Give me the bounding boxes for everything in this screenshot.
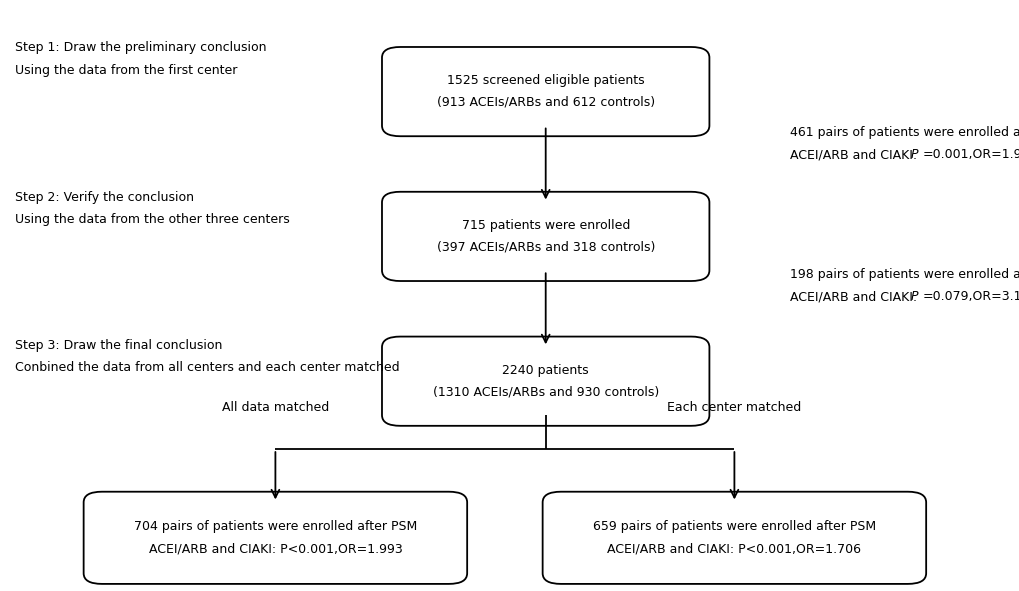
Text: 198 pairs of patients were enrolled after PSM: 198 pairs of patients were enrolled afte… <box>790 268 1019 281</box>
Text: Step 2: Verify the conclusion: Step 2: Verify the conclusion <box>15 191 194 204</box>
Text: 704 pairs of patients were enrolled after PSM: 704 pairs of patients were enrolled afte… <box>133 520 417 533</box>
Text: 461 pairs of patients were enrolled after PSM: 461 pairs of patients were enrolled afte… <box>790 126 1019 139</box>
Text: ACEI/ARB and CIAKI:: ACEI/ARB and CIAKI: <box>790 148 921 161</box>
Text: 659 pairs of patients were enrolled after PSM: 659 pairs of patients were enrolled afte… <box>592 520 875 533</box>
FancyBboxPatch shape <box>382 337 709 426</box>
Text: All data matched: All data matched <box>221 401 329 414</box>
Text: 1525 screened eligible patients: 1525 screened eligible patients <box>446 74 644 87</box>
Text: Using the data from the other three centers: Using the data from the other three cent… <box>15 213 289 226</box>
FancyBboxPatch shape <box>382 47 709 137</box>
Text: Step 1: Draw the preliminary conclusion: Step 1: Draw the preliminary conclusion <box>15 41 267 54</box>
FancyBboxPatch shape <box>382 191 709 281</box>
Text: =0.001,OR=1.900: =0.001,OR=1.900 <box>922 148 1019 161</box>
Text: (913 ACEIs/ARBs and 612 controls): (913 ACEIs/ARBs and 612 controls) <box>436 96 654 109</box>
Text: P: P <box>910 290 917 303</box>
Text: ACEI/ARB and CIAKI: P<0.001,OR=1.993: ACEI/ARB and CIAKI: P<0.001,OR=1.993 <box>149 543 401 556</box>
Text: ACEI/ARB and CIAKI: P<0.001,OR=1.706: ACEI/ARB and CIAKI: P<0.001,OR=1.706 <box>606 543 861 556</box>
Text: P: P <box>910 148 917 161</box>
Text: ACEI/ARB and CIAKI:: ACEI/ARB and CIAKI: <box>790 290 921 303</box>
Text: Conbined the data from all centers and each center matched: Conbined the data from all centers and e… <box>15 361 399 374</box>
Text: Step 3: Draw the final conclusion: Step 3: Draw the final conclusion <box>15 339 222 352</box>
Text: 715 patients were enrolled: 715 patients were enrolled <box>461 219 630 232</box>
Text: Each center matched: Each center matched <box>666 401 801 414</box>
FancyBboxPatch shape <box>84 492 467 584</box>
Text: Using the data from the first center: Using the data from the first center <box>15 64 237 77</box>
Text: (1310 ACEIs/ARBs and 930 controls): (1310 ACEIs/ARBs and 930 controls) <box>432 385 658 398</box>
Text: 2240 patients: 2240 patients <box>502 364 588 377</box>
Text: (397 ACEIs/ARBs and 318 controls): (397 ACEIs/ARBs and 318 controls) <box>436 241 654 254</box>
FancyBboxPatch shape <box>542 492 925 584</box>
Text: =0.079,OR=3.129: =0.079,OR=3.129 <box>922 290 1019 303</box>
